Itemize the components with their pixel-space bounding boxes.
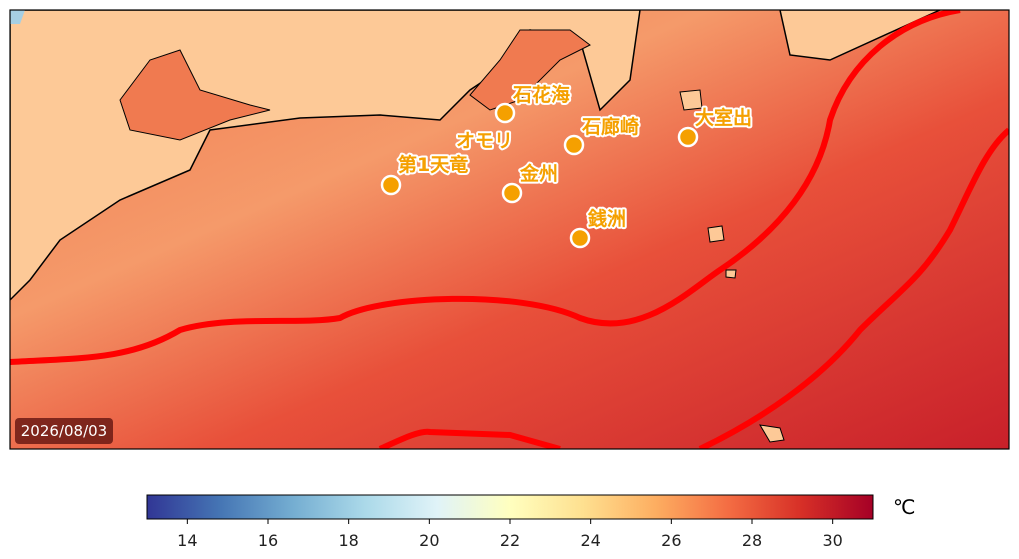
land-corner — [10, 10, 25, 24]
station-marker — [380, 174, 402, 196]
station-marker — [677, 126, 699, 148]
colorbar-tick-label: 18 — [338, 531, 358, 550]
station-marker — [563, 134, 585, 156]
colorbar-unit: ℃ — [893, 495, 915, 519]
colorbar-tick-label: 24 — [580, 531, 600, 550]
date: 2026/08/03 — [21, 422, 107, 440]
colorbar — [146, 494, 874, 520]
colorbar-tick-label: 26 — [661, 531, 681, 550]
station-label: 第1天竜 — [398, 153, 468, 176]
colorbar-ticks: 14 16 18 20 22 24 26 28 30 — [177, 519, 843, 550]
station-label: 大室出 — [695, 106, 752, 129]
island — [725, 269, 737, 279]
map-frame — [9, 9, 1010, 450]
bay — [469, 29, 591, 111]
island — [759, 424, 785, 443]
station-label: 金州 — [519, 162, 558, 185]
colorbar-tick-label: 30 — [822, 531, 842, 550]
land — [779, 10, 941, 61]
map — [10, 10, 1009, 449]
colorbar-tick-label: 14 — [177, 531, 197, 550]
station-marker — [494, 102, 516, 124]
station-marker — [569, 227, 591, 249]
colorbar-tick-label: 22 — [500, 531, 520, 550]
island — [707, 225, 725, 243]
date-box — [15, 418, 113, 444]
station-label: 石花海 — [512, 83, 570, 106]
station-label: 銭洲 — [587, 207, 626, 230]
station-label: 石廊崎 — [581, 115, 639, 138]
island — [679, 89, 703, 111]
bay — [119, 49, 271, 141]
station-marker — [501, 182, 523, 204]
contour — [10, 10, 1009, 449]
colorbar-tick-label: 20 — [419, 531, 439, 550]
station-label: オモリ — [456, 130, 513, 152]
colorbar-tick-label: 28 — [742, 531, 762, 550]
colorbar-tick-label: 16 — [258, 531, 278, 550]
